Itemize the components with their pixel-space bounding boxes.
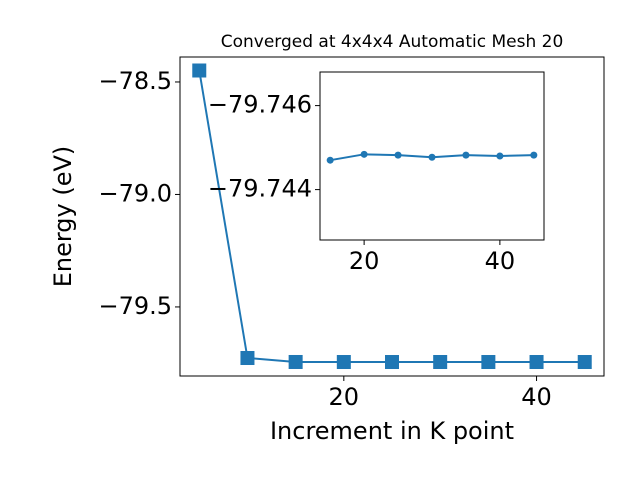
marker — [577, 355, 592, 370]
marker — [385, 355, 399, 370]
marker — [428, 153, 436, 161]
marker — [326, 156, 334, 164]
y-tick-label: −79.746 — [208, 91, 312, 119]
y-tick-label: −79.744 — [208, 175, 312, 203]
chart-title: Converged at 4x4x4 Automatic Mesh 20 — [221, 32, 564, 52]
x-tick-label: 40 — [521, 383, 552, 411]
marker — [462, 151, 470, 159]
marker — [192, 63, 207, 78]
y-tick-label: −78.5 — [98, 67, 172, 95]
marker — [240, 351, 255, 366]
marker — [336, 355, 351, 370]
x-tick-label: 20 — [349, 247, 380, 275]
x-tick-label: 40 — [485, 247, 516, 275]
x-tick-label: 20 — [329, 383, 360, 411]
y-tick-label: −79.5 — [98, 292, 172, 320]
marker — [394, 151, 402, 159]
marker — [481, 355, 496, 370]
marker — [529, 355, 544, 370]
y-tick-label: −79.0 — [98, 179, 172, 207]
y-axis-label: Energy (eV) — [49, 146, 77, 288]
x-axis-label: Increment in K point — [270, 417, 514, 445]
marker — [530, 151, 538, 159]
marker — [288, 354, 303, 369]
marker — [496, 152, 504, 160]
marker — [433, 355, 448, 370]
marker — [360, 150, 368, 158]
